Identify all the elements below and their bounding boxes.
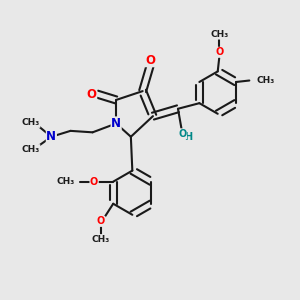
- Text: CH₃: CH₃: [210, 30, 228, 39]
- Text: O: O: [90, 177, 98, 187]
- Text: CH₃: CH₃: [57, 177, 75, 186]
- Text: O: O: [97, 216, 105, 226]
- Text: N: N: [111, 117, 121, 130]
- Text: CH₃: CH₃: [257, 76, 275, 85]
- Text: H: H: [184, 132, 192, 142]
- Text: O: O: [178, 129, 187, 139]
- Text: O: O: [145, 54, 155, 67]
- Text: O: O: [87, 88, 97, 100]
- Text: CH₃: CH₃: [22, 145, 40, 154]
- Text: CH₃: CH₃: [22, 118, 40, 127]
- Text: CH₃: CH₃: [92, 235, 110, 244]
- Text: O: O: [215, 47, 223, 57]
- Text: N: N: [46, 130, 56, 143]
